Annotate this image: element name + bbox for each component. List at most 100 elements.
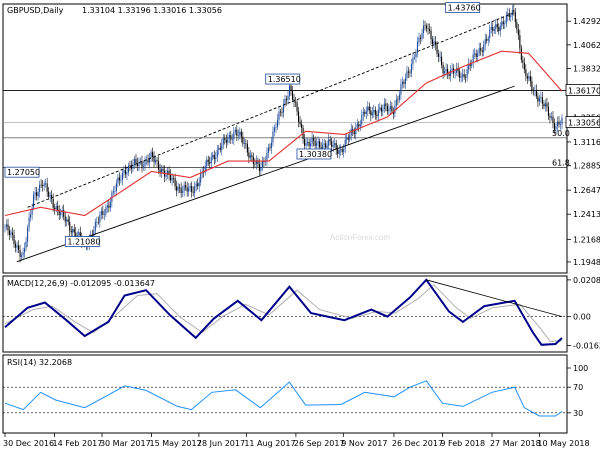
candle-body — [179, 187, 181, 188]
candle-body — [261, 160, 263, 168]
candle-body — [264, 161, 266, 162]
candle-body — [248, 152, 250, 158]
candle-body — [322, 144, 324, 151]
candle-body — [311, 138, 313, 144]
candle-body — [170, 174, 172, 181]
candle-body — [108, 205, 110, 208]
candle-body — [42, 185, 44, 187]
candle-body — [231, 139, 233, 140]
candle-body — [415, 52, 417, 58]
candle-body — [142, 166, 145, 167]
candle-body — [444, 71, 446, 74]
candle-body — [468, 64, 470, 70]
candle-body — [192, 191, 194, 193]
candle-body — [37, 191, 39, 197]
candle-body — [266, 152, 268, 162]
candle-body — [421, 33, 423, 39]
candle-body — [489, 29, 491, 39]
candle-body — [255, 160, 257, 165]
candle-body — [233, 132, 235, 140]
candle-body — [133, 159, 136, 164]
macd-trend-line — [426, 279, 563, 318]
candle-body — [197, 183, 199, 187]
candle-body — [422, 25, 425, 34]
candle-body — [442, 64, 444, 74]
candle-body — [288, 85, 291, 96]
candle-body — [230, 135, 232, 140]
candle-body — [364, 111, 366, 114]
candle-body — [195, 183, 197, 187]
candle-body — [368, 106, 370, 111]
candle-body — [249, 155, 251, 158]
candle-body — [397, 99, 399, 101]
candle-body — [64, 216, 66, 222]
candle-body — [93, 230, 95, 237]
price-annotation-label: 1.30380 — [299, 150, 332, 159]
candle-body — [487, 38, 489, 41]
candle-body — [158, 161, 160, 170]
candle-body — [401, 81, 403, 85]
candle-body — [176, 186, 178, 191]
candle-body — [165, 174, 167, 177]
candle-body — [486, 39, 488, 41]
candle-body — [151, 152, 154, 157]
candle-body — [115, 183, 117, 192]
candle-body — [373, 109, 375, 113]
candle-body — [177, 187, 179, 191]
candle-body — [413, 57, 416, 59]
candle-body — [66, 219, 68, 222]
candle-body — [361, 115, 363, 125]
candle-body — [538, 98, 540, 102]
price-annotation-label: 1.36510 — [268, 75, 301, 84]
candle-body — [269, 147, 271, 149]
candle-body — [367, 106, 369, 112]
candle-body — [549, 115, 551, 118]
candle-body — [222, 137, 224, 145]
candle-body — [191, 186, 193, 192]
candle-body — [448, 73, 450, 77]
candle-body — [174, 178, 176, 187]
candle-body — [185, 185, 187, 188]
candle-body — [272, 131, 274, 143]
candle-body — [106, 205, 108, 208]
candle-body — [403, 81, 405, 84]
candle-body — [301, 124, 303, 128]
candle-body — [433, 41, 435, 45]
candle-body — [139, 161, 142, 162]
candle-body — [459, 71, 461, 78]
candle-body — [559, 124, 562, 125]
candle-body — [441, 56, 443, 65]
candle-body — [475, 53, 477, 58]
candle-body — [386, 105, 388, 112]
candle-body — [291, 90, 294, 100]
candle-body — [31, 207, 33, 215]
candle-body — [132, 163, 134, 169]
x-tick-label: 27 Mar 2018 — [490, 439, 541, 448]
candle-body — [356, 123, 358, 129]
candle-body — [200, 173, 202, 183]
candle-body — [162, 168, 164, 171]
candle-body — [472, 54, 474, 63]
candle-body — [335, 143, 337, 150]
candle-body — [430, 30, 432, 40]
candle-body — [281, 112, 283, 113]
candle-body — [209, 162, 211, 164]
candle-body — [328, 139, 330, 146]
price-y-tick-label: 1.21680 — [573, 235, 600, 244]
candle-body — [493, 28, 495, 31]
current-price-label: 1.33056 — [568, 119, 600, 128]
candle-body — [97, 221, 99, 223]
candle-body — [153, 156, 155, 163]
candle-body — [243, 143, 245, 144]
candle-body — [558, 121, 560, 125]
candle-body — [183, 185, 185, 192]
candle-body — [79, 232, 81, 238]
candle-body — [340, 149, 342, 151]
candle-body — [138, 161, 140, 167]
price-annotation-label: 1.43760 — [448, 4, 481, 13]
candle-body — [337, 149, 339, 154]
candle-body — [154, 160, 157, 163]
candle-body — [118, 177, 120, 181]
candle-body — [546, 103, 548, 107]
